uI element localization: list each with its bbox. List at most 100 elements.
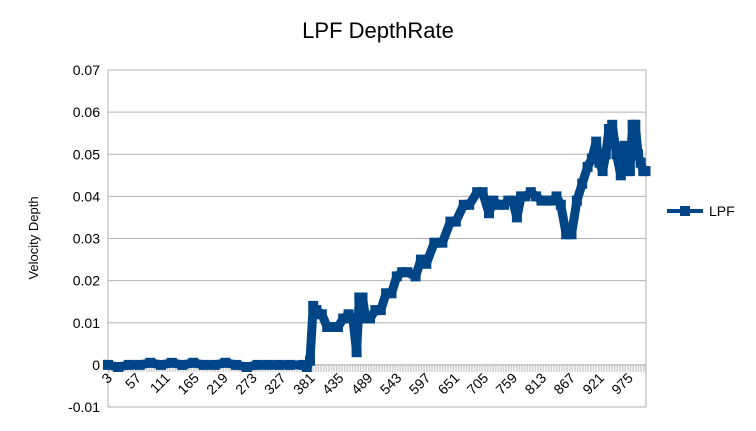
- data-point: [381, 288, 392, 299]
- x-tick-label: 975: [608, 370, 636, 398]
- x-tick-label: 705: [464, 370, 492, 398]
- data-point: [477, 187, 488, 198]
- data-point: [209, 359, 220, 370]
- data-point: [231, 359, 242, 370]
- x-tick-label: 435: [319, 370, 347, 398]
- data-point: [472, 187, 483, 198]
- series-line: [102, 120, 650, 372]
- y-axis-label: Velocity Depth: [26, 196, 41, 279]
- data-point: [582, 161, 593, 172]
- data-point: [541, 195, 552, 206]
- data-point: [464, 199, 475, 210]
- data-point: [156, 359, 166, 370]
- y-tick-label: 0.03: [73, 231, 100, 247]
- data-point: [597, 166, 608, 177]
- data-point: [429, 237, 440, 248]
- data-point: [241, 362, 252, 372]
- y-tick-label: 0: [92, 357, 100, 373]
- data-point: [611, 149, 622, 160]
- chart-title: LPF DepthRate: [302, 18, 454, 43]
- x-tick-label: 165: [174, 370, 202, 398]
- data-point: [347, 313, 358, 324]
- data-point: [370, 305, 381, 316]
- data-point: [305, 355, 315, 366]
- data-point: [145, 357, 156, 368]
- data-point: [450, 216, 461, 227]
- data-point: [220, 357, 231, 368]
- x-tick-label: 219: [203, 370, 231, 398]
- data-point: [365, 313, 375, 324]
- x-tick-label: 597: [406, 370, 434, 398]
- data-point: [445, 216, 456, 227]
- data-point: [635, 157, 646, 168]
- x-tick-label: 489: [348, 370, 376, 398]
- legend-marker: [680, 206, 690, 216]
- data-point: [263, 359, 274, 370]
- data-point: [166, 357, 177, 368]
- y-tick-label: 0.05: [73, 146, 100, 162]
- data-point: [397, 267, 408, 278]
- data-point: [357, 292, 368, 303]
- data-point: [437, 237, 448, 248]
- data-point: [338, 313, 349, 324]
- x-tick-label: 921: [579, 370, 607, 398]
- data-point: [630, 119, 641, 130]
- x-tick-label: 543: [377, 370, 405, 398]
- data-point: [316, 309, 327, 320]
- y-tick-label: 0.02: [73, 273, 100, 289]
- x-tick-label: 327: [261, 370, 289, 398]
- data-point: [410, 271, 421, 282]
- data-point: [600, 149, 611, 160]
- legend-label: LPF: [709, 203, 735, 219]
- data-point: [493, 199, 504, 210]
- x-tick-label: 813: [521, 370, 549, 398]
- x-tick-label: 381: [290, 370, 318, 398]
- data-point: [615, 170, 626, 181]
- data-point: [311, 305, 322, 316]
- x-tick-label: 111: [147, 370, 174, 397]
- data-point: [391, 271, 402, 282]
- data-point: [520, 191, 531, 202]
- data-point: [402, 267, 413, 278]
- y-tick-label: 0.04: [73, 188, 100, 204]
- y-tick-label: 0.07: [73, 62, 100, 78]
- data-point: [488, 195, 499, 206]
- data-point: [484, 208, 494, 219]
- data-point: [332, 322, 343, 332]
- data-point: [386, 288, 397, 299]
- data-point: [531, 191, 542, 202]
- data-point: [577, 178, 588, 189]
- y-tick-label: 0.01: [73, 315, 100, 331]
- data-point: [134, 359, 145, 370]
- data-point: [351, 347, 362, 358]
- data-point: [561, 229, 572, 240]
- data-point: [619, 140, 630, 151]
- x-tick-label: 3: [98, 370, 115, 387]
- data-point: [536, 195, 547, 206]
- data-point: [633, 149, 643, 160]
- data-point: [511, 212, 522, 223]
- data-point: [525, 187, 536, 198]
- series-layer: [102, 119, 651, 372]
- data-point: [624, 166, 635, 177]
- data-point: [301, 362, 312, 372]
- data-point: [591, 136, 602, 147]
- data-point: [273, 359, 284, 370]
- data-point: [586, 153, 597, 164]
- x-tick-label: 651: [435, 370, 463, 398]
- data-point: [327, 322, 338, 332]
- x-tick-label: 57: [122, 370, 144, 392]
- data-point: [571, 195, 582, 206]
- data-point: [188, 357, 199, 368]
- data-point: [103, 359, 113, 370]
- data-point: [640, 166, 651, 177]
- data-point: [566, 229, 577, 240]
- data-point: [113, 362, 124, 372]
- data-point: [123, 359, 134, 370]
- y-tick-label: 0.06: [73, 104, 100, 120]
- data-point: [284, 359, 295, 370]
- data-point: [458, 199, 469, 210]
- data-point: [421, 258, 432, 269]
- data-point: [555, 199, 566, 210]
